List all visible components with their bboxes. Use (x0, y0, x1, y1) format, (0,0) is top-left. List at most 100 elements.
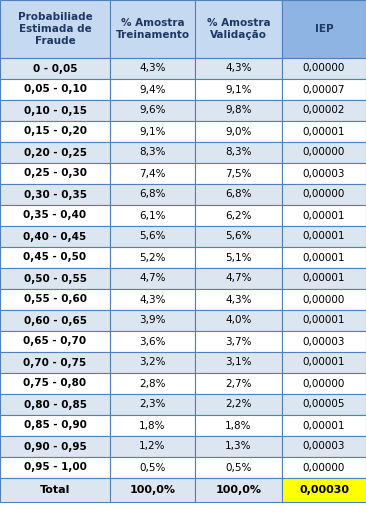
Text: 0,95 - 1,00: 0,95 - 1,00 (23, 463, 86, 472)
Bar (282, 79, 366, 100)
Text: 0,00001: 0,00001 (303, 252, 345, 263)
Bar (195, 415, 282, 436)
Bar (282, 184, 366, 205)
Bar (282, 58, 366, 79)
Bar (195, 58, 282, 79)
Text: 6,8%: 6,8% (139, 189, 166, 200)
Bar (0, 289, 110, 310)
Text: 4,7%: 4,7% (225, 273, 252, 284)
Text: 0,00000: 0,00000 (303, 379, 345, 388)
Bar (110, 142, 195, 163)
Bar (282, 268, 366, 289)
Bar (282, 415, 366, 436)
Text: 3,1%: 3,1% (225, 358, 252, 367)
Text: 0,80 - 0,85: 0,80 - 0,85 (23, 400, 86, 409)
Bar (0, 436, 110, 457)
Text: 0,00005: 0,00005 (303, 400, 345, 409)
Text: 5,1%: 5,1% (225, 252, 252, 263)
Text: 0,75 - 0,80: 0,75 - 0,80 (23, 379, 87, 388)
Text: 1,8%: 1,8% (139, 421, 166, 430)
Text: 3,2%: 3,2% (139, 358, 166, 367)
Bar (282, 0, 366, 58)
Text: 5,6%: 5,6% (139, 231, 166, 242)
Bar (195, 163, 282, 184)
Text: 1,3%: 1,3% (225, 442, 252, 451)
Text: 0,00001: 0,00001 (303, 231, 345, 242)
Text: 100,0%: 100,0% (216, 485, 261, 495)
Text: 0,70 - 0,75: 0,70 - 0,75 (23, 358, 87, 367)
Text: 4,3%: 4,3% (225, 294, 252, 305)
Text: 0,00001: 0,00001 (303, 358, 345, 367)
Text: 1,2%: 1,2% (139, 442, 166, 451)
Text: Probabiliade
Estimada de
Fraude: Probabiliade Estimada de Fraude (18, 12, 92, 46)
Bar (282, 352, 366, 373)
Bar (110, 121, 195, 142)
Bar (0, 184, 110, 205)
Bar (0, 457, 110, 478)
Text: 0,90 - 0,95: 0,90 - 0,95 (24, 442, 86, 451)
Text: 9,8%: 9,8% (225, 106, 252, 115)
Bar (282, 394, 366, 415)
Bar (195, 331, 282, 352)
Bar (282, 373, 366, 394)
Bar (282, 247, 366, 268)
Text: 0,85 - 0,90: 0,85 - 0,90 (23, 421, 86, 430)
Text: 0,20 - 0,25: 0,20 - 0,25 (23, 148, 86, 157)
Bar (110, 310, 195, 331)
Bar (282, 331, 366, 352)
Bar (110, 352, 195, 373)
Bar (0, 331, 110, 352)
Text: 9,4%: 9,4% (139, 85, 166, 94)
Text: 0,25 - 0,30: 0,25 - 0,30 (23, 168, 86, 179)
Bar (195, 373, 282, 394)
Bar (282, 478, 366, 502)
Text: 6,2%: 6,2% (225, 210, 252, 221)
Bar (110, 79, 195, 100)
Bar (195, 226, 282, 247)
Bar (195, 247, 282, 268)
Text: 8,3%: 8,3% (225, 148, 252, 157)
Text: 0,50 - 0,55: 0,50 - 0,55 (23, 273, 86, 284)
Bar (110, 415, 195, 436)
Bar (0, 352, 110, 373)
Bar (110, 394, 195, 415)
Bar (0, 100, 110, 121)
Text: 0,00000: 0,00000 (303, 148, 345, 157)
Text: Total: Total (40, 485, 70, 495)
Bar (195, 457, 282, 478)
Text: 9,0%: 9,0% (225, 127, 252, 136)
Bar (0, 79, 110, 100)
Bar (282, 289, 366, 310)
Bar (195, 205, 282, 226)
Text: 9,1%: 9,1% (139, 127, 166, 136)
Bar (110, 226, 195, 247)
Text: 0 - 0,05: 0 - 0,05 (33, 64, 77, 73)
Bar (282, 310, 366, 331)
Text: 0,00000: 0,00000 (303, 463, 345, 472)
Bar (110, 205, 195, 226)
Bar (195, 352, 282, 373)
Text: 0,00002: 0,00002 (303, 106, 345, 115)
Bar (0, 394, 110, 415)
Text: 0,00001: 0,00001 (303, 315, 345, 326)
Text: 4,3%: 4,3% (139, 64, 166, 73)
Text: 0,00007: 0,00007 (303, 85, 345, 94)
Bar (0, 226, 110, 247)
Text: 3,7%: 3,7% (225, 337, 252, 346)
Bar (195, 184, 282, 205)
Bar (282, 142, 366, 163)
Bar (110, 373, 195, 394)
Text: 0,5%: 0,5% (225, 463, 252, 472)
Text: 0,40 - 0,45: 0,40 - 0,45 (23, 231, 87, 242)
Text: 0,35 - 0,40: 0,35 - 0,40 (23, 210, 87, 221)
Bar (110, 289, 195, 310)
Text: 0,00003: 0,00003 (303, 168, 345, 179)
Bar (0, 415, 110, 436)
Text: % Amostra
Validação: % Amostra Validação (207, 18, 270, 40)
Bar (0, 58, 110, 79)
Text: 0,00001: 0,00001 (303, 210, 345, 221)
Bar (110, 58, 195, 79)
Bar (110, 268, 195, 289)
Text: 4,7%: 4,7% (139, 273, 166, 284)
Bar (282, 436, 366, 457)
